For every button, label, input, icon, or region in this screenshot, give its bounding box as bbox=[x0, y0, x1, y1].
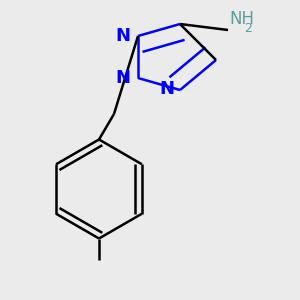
Text: 2: 2 bbox=[244, 22, 252, 35]
Text: N: N bbox=[159, 80, 174, 98]
Text: NH: NH bbox=[230, 11, 254, 28]
Text: N: N bbox=[116, 69, 130, 87]
Text: N: N bbox=[116, 27, 130, 45]
